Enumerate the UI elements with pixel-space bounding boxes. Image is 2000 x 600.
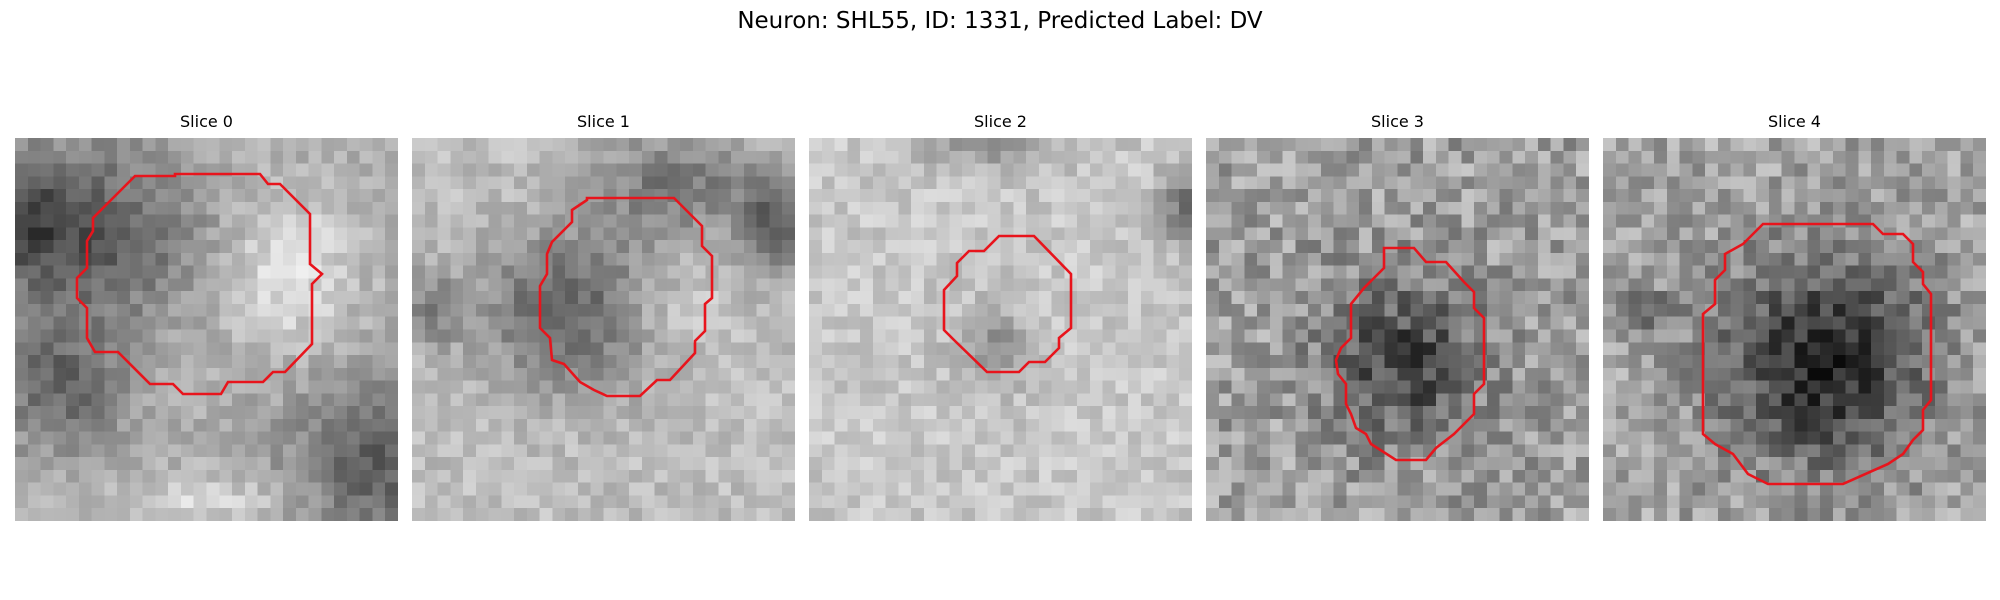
soma-contour-4: [1701, 222, 1933, 486]
slice-panel-3: Slice 3: [1206, 112, 1589, 521]
slice-title-4: Slice 4: [1768, 112, 1821, 131]
slice-image-4: [1603, 138, 1986, 521]
soma-contour-3: [1334, 246, 1486, 462]
slice-panel-2: Slice 2: [809, 112, 1192, 521]
slice-title-0: Slice 0: [180, 112, 233, 131]
slice-image-3: [1206, 138, 1589, 521]
slice-image-1: [412, 138, 795, 521]
slice-panel-4: Slice 4: [1603, 112, 1986, 521]
soma-contour-1: [538, 196, 714, 398]
slice-title-2: Slice 2: [974, 112, 1027, 131]
slice-title-3: Slice 3: [1371, 112, 1424, 131]
slice-image-2: [809, 138, 1192, 521]
figure-title: Neuron: SHL55, ID: 1331, Predicted Label…: [737, 8, 1263, 34]
slice-image-0: [15, 138, 398, 521]
slice-panel-0: Slice 0: [15, 112, 398, 521]
soma-contour-2: [942, 234, 1073, 374]
slice-panel-1: Slice 1: [412, 112, 795, 521]
soma-contour-0: [75, 172, 324, 396]
slice-title-1: Slice 1: [577, 112, 630, 131]
